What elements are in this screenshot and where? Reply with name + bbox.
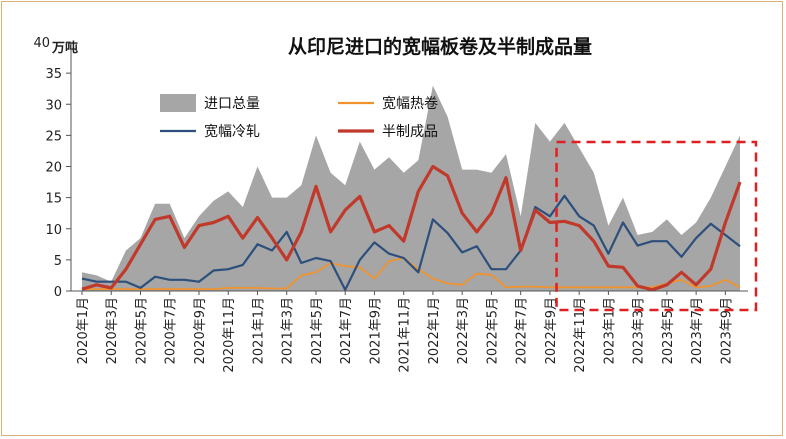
y-tick-label: 40 [33,36,50,51]
highlight-dashed-box [555,140,758,312]
x-tick-label: 2022年5月 [485,297,500,364]
x-tick-label: 2022年9月 [544,297,559,364]
x-tick-label: 2023年3月 [632,297,647,364]
line-series-宽幅冷轧 [81,194,741,291]
x-tick-label: 2021年9月 [368,297,383,364]
legend-label: 进口总量 [204,96,260,112]
chart-title: 从印尼进口的宽幅板卷及半制成品量 [288,35,592,58]
legend-swatch [160,94,196,112]
x-tick-label: 2021年5月 [310,297,325,364]
line-series-layer [81,164,742,292]
x-tick-label: 2023年5月 [661,297,676,364]
x-tick-label: 2021年3月 [281,297,296,364]
legend-label: 宽幅冷轧 [204,123,260,140]
line-series-宽幅热卷 [82,257,741,290]
line-series-半制成品 [81,164,742,292]
y-tick-label: 25 [45,129,62,144]
x-tick-label: 2020年7月 [164,297,179,364]
x-tick-label: 2020年9月 [193,297,208,364]
y-axis-unit: 万吨 [51,40,78,56]
x-tick-label: 2020年11月 [222,297,237,373]
x-tick-label: 2021年11月 [398,297,413,373]
x-axis-ticks: 2020年1月 2020年3月 2020年5月 2020年7月 2020年9月 2020年… [76,291,734,373]
x-tick-label: 2020年5月 [134,297,149,364]
x-tick-label: 2022年1月 [427,297,442,364]
axes [70,42,748,292]
y-tick-label: 5 [54,254,62,269]
legend-label: 宽幅热卷 [382,95,438,112]
x-tick-label: 2023年9月 [719,297,734,364]
legend-label: 半制成品 [382,124,438,140]
x-tick-label: 2023年1月 [602,297,617,364]
x-tick-label: 2021年1月 [251,297,266,364]
annotation-layer [555,140,758,312]
x-tick-label: 2022年7月 [515,297,530,364]
y-tick-label: 10 [45,223,62,238]
x-tick-label: 2023年7月 [690,297,705,364]
x-tick-label: 2020年1月 [76,297,91,364]
y-axis-ticks: 0 5 10 15 20 25 30 35 40 [33,36,71,300]
y-tick-label: 35 [45,67,62,82]
y-tick-label: 15 [45,192,62,207]
y-tick-label: 20 [45,161,62,176]
x-tick-label: 2022年3月 [456,297,471,364]
y-tick-label: 0 [54,285,62,300]
area-series-layer [82,85,740,291]
x-tick-label: 2020年3月 [105,297,120,364]
x-tick-label: 2021年7月 [339,297,354,364]
area-series-进口总量 [82,85,740,291]
x-tick-label: 2022年11月 [573,297,588,373]
y-tick-label: 30 [45,98,62,113]
